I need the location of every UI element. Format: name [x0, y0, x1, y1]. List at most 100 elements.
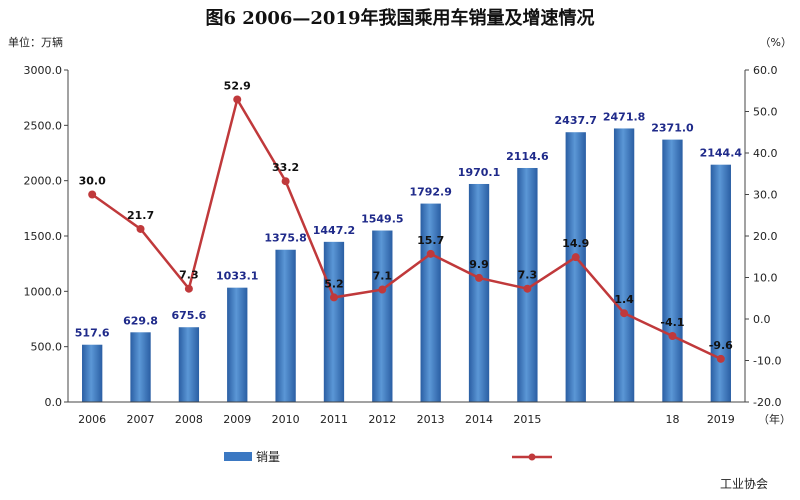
bar: [82, 344, 103, 402]
legend: 销量: [224, 450, 552, 464]
legend-line-marker: [528, 453, 536, 461]
left-tick-label: 3000.0: [24, 64, 63, 77]
x-tick-label: 2015: [513, 413, 541, 426]
right-tick-label: -10.0: [753, 355, 781, 368]
x-tick-label: 2008: [175, 413, 203, 426]
x-tick-label: 2011: [320, 413, 348, 426]
x-tick-label: 2010: [272, 413, 300, 426]
line-series: 30.0 21.7 7.3 52.9 33.2 5.2 7.1 15.7 9.9 7.3 14.9 1…: [79, 79, 733, 363]
bar-value-label: 629.8: [123, 314, 158, 327]
right-tick-label: 10.0: [753, 272, 778, 285]
bar: [372, 230, 393, 402]
line-value-label: -9.6: [709, 339, 733, 352]
right-tick-label: 30.0: [753, 189, 778, 202]
bar-value-label: 1549.5: [361, 213, 403, 226]
line-point: [571, 253, 580, 262]
bar: [662, 139, 683, 403]
line-point: [668, 332, 677, 341]
line-point: [426, 249, 435, 258]
bar-series: 517.6 629.8 675.6 1033.1 1375.8 1447.2 1549.5 1…: [75, 110, 743, 403]
right-axis-unit: （%）: [760, 36, 792, 49]
line-point: [329, 293, 338, 302]
line-value-label: 7.3: [518, 269, 538, 282]
bar: [468, 183, 490, 402]
line-value-label: 14.9: [562, 237, 589, 250]
line-value-label: -4.1: [660, 316, 684, 329]
growth-line: [91, 96, 722, 360]
bar-value-label: 2144.4: [700, 147, 743, 160]
line-point: [88, 190, 97, 199]
right-axis-ticks: -20.0 -10.0 0.0 10.0 20.0 30.0 40.0 50.0 60.0: [745, 64, 781, 409]
bar: [613, 128, 635, 402]
bar: [275, 249, 296, 402]
line-value-label: 30.0: [79, 175, 106, 188]
bar-value-label: 1375.8: [264, 232, 306, 245]
right-tick-label: 50.0: [753, 106, 778, 119]
left-tick-label: 2000.0: [24, 175, 63, 188]
x-tick-label: 2019: [707, 413, 735, 426]
line-value-label: 15.7: [417, 234, 444, 247]
bar-value-label: 517.6: [75, 327, 110, 340]
right-tick-label: 0.0: [753, 313, 771, 326]
line-value-label: 9.9: [469, 258, 489, 271]
bar-value-label: 2371.0: [651, 122, 694, 135]
bar: [323, 241, 345, 402]
x-tick-label: 2013: [417, 413, 445, 426]
right-tick-label: -20.0: [753, 396, 781, 409]
legend-bar-swatch: [224, 452, 252, 461]
left-tick-label: 2500.0: [24, 119, 63, 132]
bar: [420, 203, 441, 402]
right-tick-label: 20.0: [753, 230, 778, 243]
line-point: [475, 273, 484, 282]
right-tick-label: 60.0: [753, 64, 778, 77]
line-point: [233, 95, 242, 104]
bar-value-label: 2437.7: [555, 114, 597, 127]
left-axis-ticks: 0.0 500.0 1000.0 1500.0 2000.0 2500.0 3000.0: [24, 64, 68, 409]
x-tick-label: 2014: [465, 413, 493, 426]
x-tick-label: 2012: [368, 413, 396, 426]
x-axis-ticks: 2006 2007 2008 2009 2010 2011 2012 2013 2014 2015…: [78, 413, 735, 426]
left-axis-unit: 单位：万辆: [8, 35, 63, 49]
bar-value-label: 1792.9: [409, 186, 451, 199]
line-value-label: 7.1: [373, 270, 393, 283]
x-tick-label: 18: [665, 413, 679, 426]
line-point: [281, 177, 290, 186]
line-point: [523, 284, 532, 293]
bar-value-label: 2114.6: [506, 150, 549, 163]
line-point: [716, 354, 725, 363]
line-value-label: 1.4: [614, 293, 634, 306]
x-axis-unit: （年）: [758, 412, 791, 426]
line-value-label: 5.2: [324, 277, 344, 290]
line-point: [620, 309, 629, 318]
bar-value-label: 1033.1: [216, 270, 258, 283]
axes: [67, 70, 746, 403]
bar-value-label: 1447.2: [313, 224, 355, 237]
legend-bar-label: 销量: [256, 450, 280, 464]
bar: [710, 164, 731, 402]
line-point: [184, 284, 193, 293]
bar-value-label: 2471.8: [603, 110, 645, 123]
x-tick-label: 2009: [223, 413, 251, 426]
bar-value-label: 675.6: [171, 309, 206, 322]
chart-title: 图6 2006—2019年我国乘用车销量及增速情况: [206, 7, 595, 29]
line-point: [378, 285, 387, 294]
line-value-label: 7.3: [179, 269, 199, 282]
bar: [565, 132, 586, 403]
left-tick-label: 0.0: [45, 396, 63, 409]
bar: [130, 332, 151, 402]
x-tick-label: 2006: [78, 413, 106, 426]
left-tick-label: 1000.0: [24, 285, 63, 298]
source-note: 工业协会: [720, 476, 768, 491]
line-value-label: 33.2: [272, 161, 299, 174]
right-tick-label: 40.0: [753, 147, 778, 160]
x-tick-label: 2007: [127, 413, 155, 426]
left-tick-label: 500.0: [31, 341, 63, 354]
bar-value-label: 1970.1: [458, 166, 500, 179]
bar: [178, 327, 200, 402]
bar: [227, 287, 248, 402]
left-tick-label: 1500.0: [24, 230, 63, 243]
line-value-label: 21.7: [127, 209, 154, 222]
line-value-label: 52.9: [224, 79, 251, 92]
line-point: [136, 224, 145, 233]
